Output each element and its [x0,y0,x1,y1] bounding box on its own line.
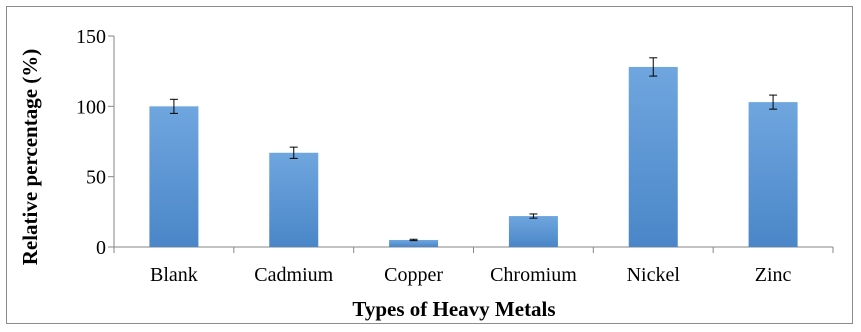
y-tick-label: 100 [76,96,106,118]
y-tick-label: 150 [76,26,106,48]
x-axis-title: Types of Heavy Metals [352,297,555,321]
y-tick-label: 0 [96,237,106,259]
x-tick-label: Cadmium [254,264,333,286]
bar-cadmium [269,152,319,247]
chart-error-bars [169,57,778,242]
y-tick-label: 50 [86,167,106,189]
chart-frame: 0 50 100 150 Blank Cadmium Copper Chromium Nick… [6,6,853,324]
x-tick-label: Copper [384,264,443,286]
y-tick-labels: 0 50 100 150 [76,26,106,259]
error-bar-blank [169,98,178,114]
bar-nickel [628,66,678,247]
bar-chromium [508,216,558,247]
error-bar-zinc [769,94,778,110]
error-bar-cadmium [289,146,298,159]
chart-axes [108,35,834,253]
error-bar-copper [409,238,418,242]
bar-chart: 0 50 100 150 Blank Cadmium Copper Chromium Nick… [18,26,834,321]
x-tick-label: Blank [150,264,198,286]
bar-zinc [748,102,798,247]
chart-bars [149,66,798,247]
error-bar-chromium [529,213,538,219]
y-axis-title: Relative percentage (%) [18,49,42,266]
x-tick-label: Nickel [627,264,681,286]
x-tick-label: Zinc [755,264,792,286]
x-tick-labels: Blank Cadmium Copper Chromium Nickel Zinc [150,264,792,286]
error-bar-nickel [649,57,658,77]
bar-copper [389,239,439,247]
x-tick-label: Chromium [490,264,577,286]
bar-blank [149,106,199,247]
